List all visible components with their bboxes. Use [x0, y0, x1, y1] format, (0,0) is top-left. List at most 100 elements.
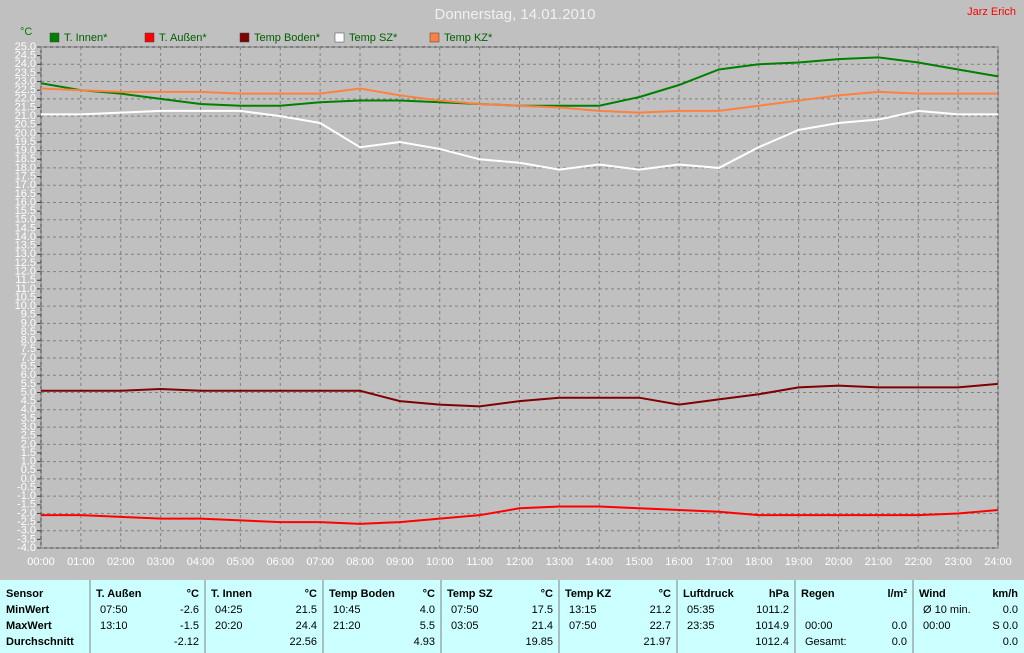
stats-table [0, 580, 1024, 653]
column-unit: l/m² [887, 588, 907, 600]
y-tick-label: 24.5 [15, 50, 36, 62]
y-tick-label: 22.5 [15, 84, 36, 96]
cell-value: S 0.0 [992, 620, 1018, 632]
legend-swatch [239, 32, 250, 43]
legend-swatch [334, 32, 345, 43]
column-unit: hPa [769, 588, 790, 600]
y-tick-label: 18.5 [15, 153, 36, 165]
cell-value: 5.5 [420, 620, 435, 632]
y-tick-label: 6.0 [21, 369, 36, 381]
x-tick-label: 16:00 [665, 556, 693, 568]
y-tick-label: -3.0 [17, 525, 36, 537]
cell-value: -2.6 [180, 604, 199, 616]
x-tick-label: 13:00 [546, 556, 574, 568]
y-tick-label: -4.0 [17, 542, 36, 554]
x-tick-label: 21:00 [865, 556, 893, 568]
cell-time: 13:15 [569, 604, 597, 616]
y-tick-label: 0.0 [21, 473, 36, 485]
series-line [41, 505, 999, 525]
y-tick-label: 8.0 [21, 335, 36, 347]
y-tick-label: 1.5 [21, 447, 36, 459]
column-header: T. Außen [96, 588, 142, 600]
y-tick-label: 12.5 [15, 257, 36, 269]
x-tick-label: 15:00 [625, 556, 653, 568]
y-tick-label: 19.0 [15, 145, 36, 157]
legend-label: Temp SZ* [349, 32, 398, 44]
y-tick-label: 23.5 [15, 67, 36, 79]
row-label: Durchschnitt [6, 636, 74, 648]
y-tick-label: 9.0 [21, 317, 36, 329]
cell-value: 24.4 [296, 620, 317, 632]
legend-label: Temp KZ* [444, 32, 493, 44]
y-tick-label: 25.0 [15, 41, 36, 53]
legend-label: T. Außen* [159, 32, 207, 44]
x-tick-label: 03:00 [147, 556, 175, 568]
x-tick-label: 17:00 [705, 556, 733, 568]
cell-time: 00:00 [805, 620, 833, 632]
y-tick-label: 18.0 [15, 162, 36, 174]
cell-value: 19.85 [525, 636, 553, 648]
cell-time: 07:50 [569, 620, 597, 632]
x-tick-label: 07:00 [306, 556, 334, 568]
cell-time: 23:35 [687, 620, 715, 632]
column-unit: °C [423, 588, 435, 600]
column-header: Regen [801, 588, 835, 600]
y-tick-label: 17.5 [15, 170, 36, 182]
legend-swatch [144, 32, 155, 43]
x-tick-label: 11:00 [466, 556, 493, 568]
chart-title: Donnerstag, 14.01.2010 [435, 6, 596, 23]
column-unit: km/h [992, 588, 1018, 600]
y-tick-label: 5.5 [21, 378, 36, 390]
y-tick-label: -1.5 [17, 499, 36, 511]
y-tick-label: 4.5 [21, 395, 36, 407]
x-tick-label: 00:00 [27, 556, 55, 568]
cell-value: -2.12 [174, 636, 199, 648]
y-tick-label: -1.0 [17, 490, 36, 502]
y-axis-label: °C [20, 26, 32, 38]
y-tick-label: 13.5 [15, 240, 36, 252]
column-unit: °C [659, 588, 671, 600]
x-tick-label: 10:00 [426, 556, 454, 568]
y-tick-label: 9.5 [21, 309, 36, 321]
y-tick-label: 3.0 [21, 421, 36, 433]
legend-swatch [49, 32, 60, 43]
y-tick-label: 11.5 [15, 274, 36, 286]
cell-time: 03:05 [451, 620, 479, 632]
cell-value: -1.5 [180, 620, 199, 632]
cell-value: 21.5 [296, 604, 317, 616]
y-tick-label: 1.0 [21, 456, 36, 468]
y-tick-label: 13.0 [15, 248, 36, 260]
cell-time: 05:35 [687, 604, 715, 616]
y-tick-label: 17.0 [15, 179, 36, 191]
y-tick-label: 4.0 [21, 404, 36, 416]
x-tick-label: 02:00 [107, 556, 135, 568]
cell-value: 1011.2 [756, 604, 789, 616]
x-tick-label: 19:00 [785, 556, 813, 568]
y-tick-label: 2.5 [21, 430, 36, 442]
column-header: Wind [919, 588, 946, 600]
series-line [41, 382, 999, 408]
cell-value: 0.0 [892, 620, 907, 632]
cell-time: 07:50 [100, 604, 128, 616]
series-line [40, 87, 998, 114]
legend-swatch [429, 32, 440, 43]
y-tick-label: 24.0 [15, 58, 36, 70]
y-tick-label: 7.0 [21, 352, 36, 364]
y-tick-label: 16.5 [15, 188, 36, 200]
row-label: MaxWert [6, 620, 52, 632]
x-tick-label: 04:00 [187, 556, 215, 568]
y-tick-label: -0.5 [17, 481, 36, 493]
y-tick-label: 21.5 [15, 101, 36, 113]
y-tick-label: 20.0 [15, 127, 36, 139]
cell-value: 21.4 [532, 620, 553, 632]
y-tick-label: 8.5 [21, 326, 36, 338]
column-unit: °C [187, 588, 199, 600]
y-tick-label: 15.5 [15, 205, 36, 217]
x-tick-label: 06:00 [266, 556, 294, 568]
y-tick-label: 3.5 [21, 412, 36, 424]
column-unit: °C [305, 588, 317, 600]
corner-text: Jarz Erich [967, 6, 1016, 18]
cell-time: Gesamt: [805, 636, 847, 648]
